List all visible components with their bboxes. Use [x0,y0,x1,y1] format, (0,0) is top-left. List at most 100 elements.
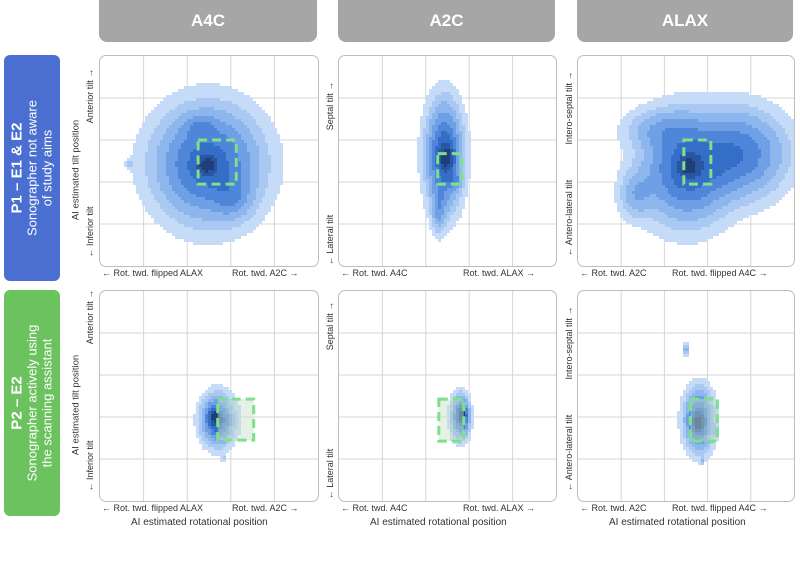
density-cell [435,215,438,218]
density-cell [620,164,623,167]
density-cell [193,176,196,179]
density-cell [698,188,701,191]
density-cell [157,212,160,215]
density-cell [629,152,632,155]
density-cell [632,185,635,188]
density-cell [644,179,647,182]
density-cell [193,230,196,233]
density-cell [695,107,698,110]
density-cell [764,107,767,110]
density-cell [644,113,647,116]
density-cell [181,98,184,101]
density-cell [214,161,217,164]
density-cell [214,89,217,92]
density-cell [151,137,154,140]
density-cell [737,92,740,95]
density-cell [250,215,253,218]
density-cell [728,161,731,164]
density-cell [444,170,447,173]
density-cell [770,116,773,119]
density-cell [659,125,662,128]
density-cell [241,107,244,110]
density-cell [232,110,235,113]
density-cell [259,149,262,152]
density-cell [659,170,662,173]
density-cell [187,161,190,164]
density-cell [202,116,205,119]
density-cell [716,173,719,176]
density-cell [271,155,274,158]
density-cell [638,200,641,203]
density-cell [740,164,743,167]
density-cell [641,176,644,179]
density-cell [450,95,453,98]
density-cell [701,131,704,134]
density-cell [743,146,746,149]
density-cell [782,164,785,167]
density-cell [641,152,644,155]
density-cell [785,179,788,182]
density-cell [154,158,157,161]
density-cell [202,170,205,173]
density-cell [644,119,647,122]
density-cell [740,107,743,110]
density-cell [689,110,692,113]
density-cell [163,116,166,119]
density-cell [677,188,680,191]
density-cell [770,113,773,116]
density-cell [133,155,136,158]
density-cell [465,176,468,179]
density-cell [211,128,214,131]
density-cell [268,119,271,122]
density-cell [740,194,743,197]
density-cell [205,215,208,218]
density-cell [788,176,791,179]
density-cell [169,119,172,122]
density-cell [166,218,169,221]
density-cell [145,179,148,182]
density-cell [253,224,256,227]
density-cell [453,107,456,110]
density-cell [767,116,770,119]
density-cell [196,107,199,110]
density-cell [731,152,734,155]
density-cell [277,179,280,182]
density-cell [731,131,734,134]
density-cell [193,167,196,170]
density-cell [740,101,743,104]
density-cell [256,194,259,197]
density-cell [785,146,788,149]
density-cell [758,125,761,128]
density-cell [662,203,665,206]
density-cell [456,206,459,209]
density-cell [259,128,262,131]
density-cell [280,179,283,182]
density-cell [668,125,671,128]
density-cell [259,194,262,197]
density-cell [178,98,181,101]
density-cell [791,119,794,122]
density-cell [761,125,764,128]
density-cell [423,161,426,164]
density-cell [250,164,253,167]
density-cell [704,98,707,101]
density-cell [788,134,791,137]
density-cell [722,134,725,137]
density-cell [169,137,172,140]
density-cell [674,101,677,104]
density-cell [462,206,465,209]
density-cell [737,101,740,104]
density-cell [232,200,235,203]
density-cell [148,116,151,119]
density-cell [441,110,444,113]
density-cell [698,149,701,152]
density-cell [178,101,181,104]
density-cell [626,185,629,188]
density-cell [199,128,202,131]
density-cell [456,203,459,206]
density-cell [680,134,683,137]
density-cell [626,197,629,200]
density-cell [459,98,462,101]
density-cell [444,128,447,131]
density-cell [722,113,725,116]
